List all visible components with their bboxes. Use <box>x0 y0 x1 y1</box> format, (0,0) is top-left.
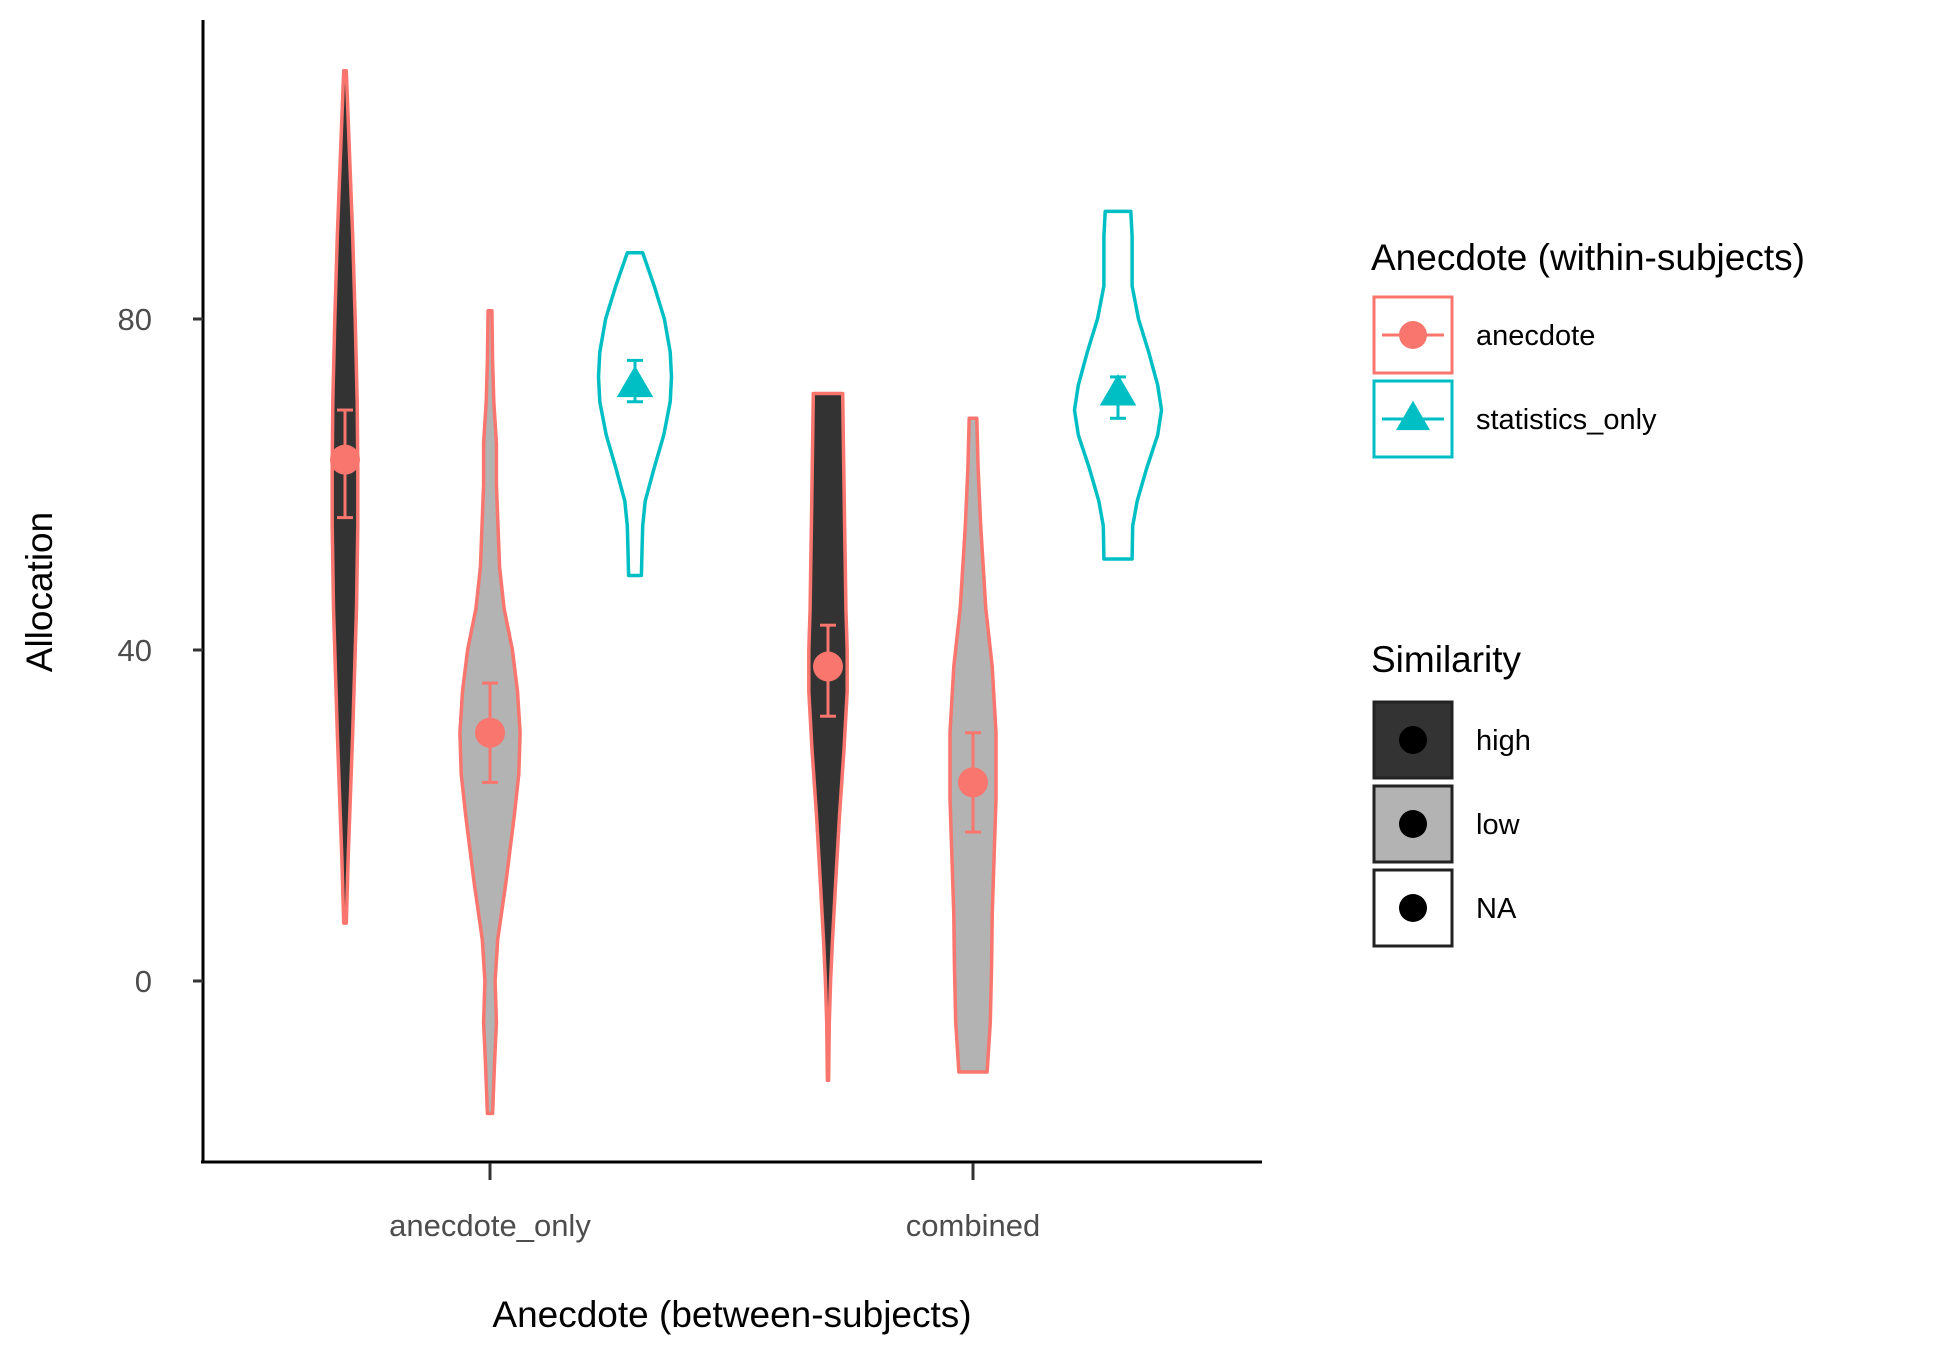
x-axis-title: Anecdote (between-subjects) <box>492 1294 971 1335</box>
violins-layer <box>330 69 1164 1116</box>
legend-label: statistics_only <box>1476 404 1657 436</box>
legend-fill-item-low: low <box>1372 784 1521 864</box>
legend-fill: Similarity high low NA <box>1371 639 1531 948</box>
legend-key-point <box>1399 321 1427 349</box>
legend-fill-item-high: high <box>1372 700 1531 780</box>
legend-color-item-statistics_only: statistics_only <box>1372 379 1657 459</box>
legend-key-point <box>1399 894 1427 922</box>
legend-label: low <box>1476 809 1521 841</box>
y-ticks: 0 40 80 <box>118 302 203 999</box>
x-ticks: anecdote_only combined <box>389 1163 1040 1243</box>
mean-point-anecdote_only-statistics_only <box>616 365 654 398</box>
points-layer <box>330 358 1137 834</box>
legend-color: Anecdote (within-subjects) anecdote stati… <box>1371 237 1805 459</box>
legend-fill-item-NA: NA <box>1372 868 1517 948</box>
legend-fill-items: high low NA <box>1372 700 1531 948</box>
violin-anecdote_only-statistics_only <box>596 251 674 578</box>
mean-point-combined-statistics_only <box>1099 373 1137 406</box>
legend-key-point <box>1399 810 1427 838</box>
y-tick-label: 0 <box>135 964 152 999</box>
mean-point-anecdote_only-anecdote <box>330 444 360 475</box>
legend-label: high <box>1476 725 1531 757</box>
mean-point-combined-anecdote <box>958 767 988 798</box>
legend-label: anecdote <box>1476 320 1595 352</box>
y-tick-label: 80 <box>118 302 152 337</box>
legend-fill-title: Similarity <box>1371 639 1522 680</box>
y-axis-title: Allocation <box>19 512 60 672</box>
y-tick-label: 40 <box>118 633 152 668</box>
violin-combined-anecdote <box>807 391 849 1083</box>
legend-label: NA <box>1476 893 1517 925</box>
legend-color-title: Anecdote (within-subjects) <box>1371 237 1805 278</box>
mean-point-combined-anecdote <box>813 651 843 682</box>
x-tick-label: anecdote_only <box>389 1208 591 1243</box>
legend-color-item-anecdote: anecdote <box>1372 295 1595 375</box>
legend-color-items: anecdote statistics_only <box>1372 295 1657 459</box>
legend-key-point <box>1399 726 1427 754</box>
legend-key-point <box>1395 400 1431 431</box>
x-tick-label: combined <box>906 1208 1040 1243</box>
mean-point-anecdote_only-anecdote <box>475 717 505 748</box>
